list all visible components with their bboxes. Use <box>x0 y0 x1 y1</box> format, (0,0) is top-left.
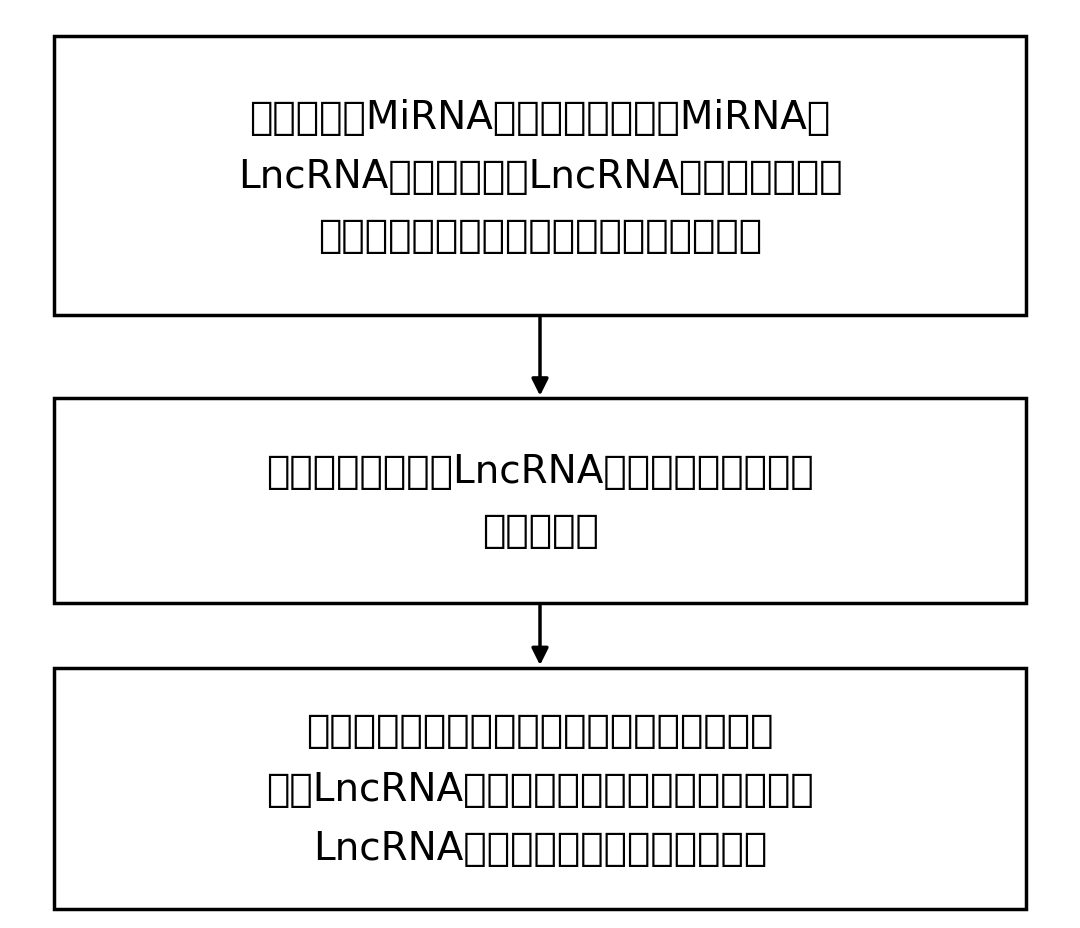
Text: 在复杂网络中找出LncRNA节点与疾病节点的共
同邻居节点: 在复杂网络中找出LncRNA节点与疾病节点的共 同邻居节点 <box>266 453 814 549</box>
Text: 基于朴素贝叶斯的概率模型计算有共同邻居节
点的LncRNA节点与疾病节点相连的概率，得到
LncRNA节点与疾病节点对的相似度值: 基于朴素贝叶斯的概率模型计算有共同邻居节 点的LncRNA节点与疾病节点相连的概… <box>266 711 814 867</box>
Bar <box>54 399 1026 603</box>
Bar <box>54 37 1026 316</box>
Bar <box>54 668 1026 909</box>
Text: 根据已知的MiRNA与疾病关联关系、MiRNA与
LncRNA关联关系以及LncRNA与疾病关联关系
的数据集构建基于三者关联关系的复杂网络: 根据已知的MiRNA与疾病关联关系、MiRNA与 LncRNA关联关系以及Lnc… <box>238 98 842 254</box>
